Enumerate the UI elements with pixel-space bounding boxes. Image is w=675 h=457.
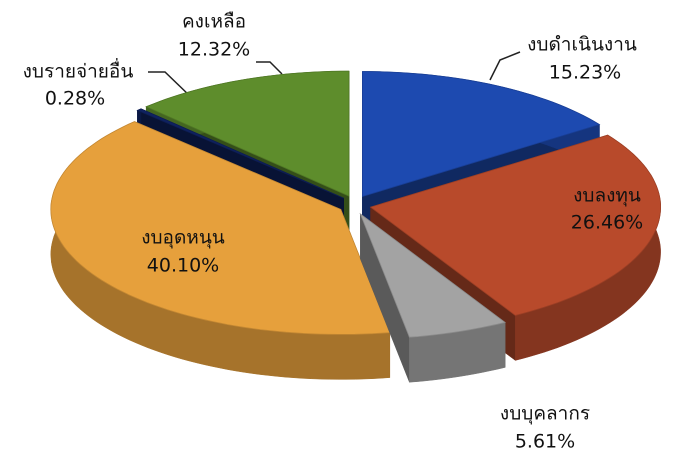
leader-line [256, 61, 283, 75]
leader-line [489, 51, 521, 81]
slice [362, 71, 601, 198]
leader-line [148, 71, 193, 99]
value-label: 40.10% [147, 255, 219, 277]
slice [50, 121, 391, 335]
value-label: 15.23% [549, 62, 621, 84]
slice-label: งบลงทุน [573, 185, 641, 208]
slice [136, 108, 344, 199]
value-label: 12.32% [178, 39, 250, 61]
slice-label: งบดำเนินงาน [527, 34, 637, 56]
slice-label: งบรายจ่ายอื่น [23, 58, 134, 83]
slice-label: งบบุคลากร [500, 403, 590, 426]
slice-label: งบอุดหนุน [141, 227, 225, 250]
slice [145, 70, 350, 197]
slice-label: คงเหลือ [182, 11, 246, 33]
value-label: 26.46% [571, 212, 643, 234]
slice [369, 134, 661, 316]
value-label: 5.61% [515, 431, 575, 453]
value-label: 0.28% [45, 88, 105, 110]
slice [359, 212, 507, 338]
